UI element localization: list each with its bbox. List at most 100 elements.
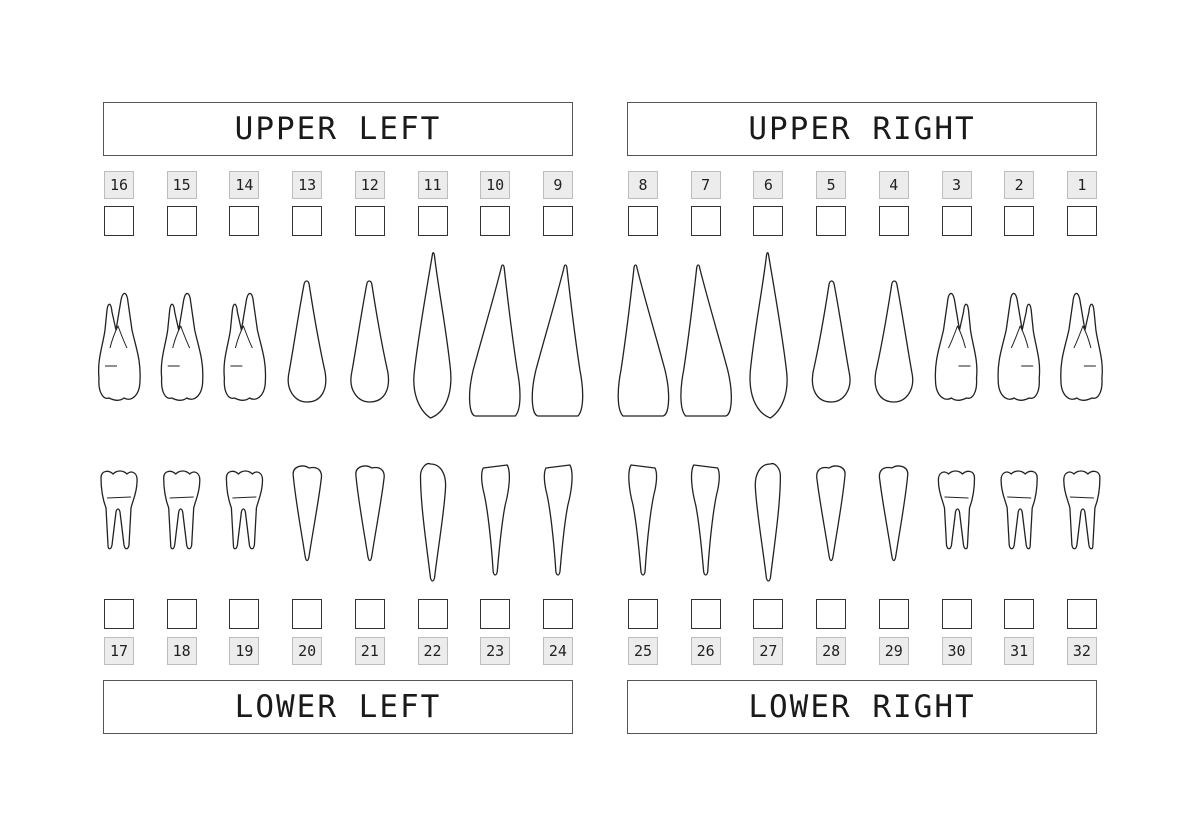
tooth-checkbox-5[interactable] (816, 206, 847, 236)
tooth-number-7: 7 (690, 171, 721, 199)
tooth-checkbox-2[interactable] (1004, 206, 1035, 236)
tooth-17-outline (100, 470, 138, 550)
tooth-24-outline (543, 464, 573, 576)
tooth-number-31: 31 (1004, 637, 1035, 665)
tooth-number-14: 14 (229, 171, 260, 199)
tooth-23-outline (481, 464, 511, 576)
tooth-checkbox-17[interactable] (104, 599, 134, 629)
tooth-number-30: 30 (941, 637, 972, 665)
tooth-number-27: 27 (753, 637, 784, 665)
tooth-5-outline (811, 280, 851, 403)
tooth-checkbox-30[interactable] (941, 599, 972, 629)
tooth-number-3: 3 (941, 171, 972, 199)
tooth-14-outline (223, 292, 267, 401)
tooth-number-18: 18 (166, 637, 197, 665)
tooth-number-25: 25 (628, 637, 658, 665)
tooth-checkbox-11[interactable] (417, 206, 448, 236)
tooth-number-24: 24 (542, 637, 573, 665)
tooth-number-6: 6 (753, 171, 784, 199)
tooth-number-15: 15 (166, 171, 197, 199)
tooth-19-outline (225, 470, 264, 550)
tooth-1-outline (1060, 292, 1103, 401)
quadrant-upper-right-header: UPPER RIGHT (627, 102, 1097, 156)
tooth-number-32: 32 (1066, 637, 1097, 665)
quadrant-lower-right-header: LOWER RIGHT (627, 680, 1097, 734)
tooth-checkbox-20[interactable] (292, 599, 323, 629)
tooth-32-outline (1063, 470, 1101, 550)
tooth-number-10: 10 (480, 171, 511, 199)
tooth-checkbox-3[interactable] (941, 206, 972, 236)
tooth-15-outline (160, 292, 204, 401)
tooth-20-outline (292, 465, 323, 562)
tooth-30-outline (937, 470, 976, 550)
tooth-number-29: 29 (878, 637, 909, 665)
tooth-number-23: 23 (480, 637, 511, 665)
tooth-3-outline (934, 292, 978, 401)
tooth-27-outline (754, 462, 782, 582)
tooth-number-16: 16 (104, 171, 134, 199)
tooth-16-outline (97, 292, 141, 401)
tooth-checkbox-1[interactable] (1066, 206, 1097, 236)
quadrant-lower-left-header: LOWER LEFT (103, 680, 573, 734)
tooth-checkbox-13[interactable] (292, 206, 323, 236)
tooth-checkbox-21[interactable] (354, 599, 385, 629)
tooth-checkbox-15[interactable] (166, 206, 197, 236)
tooth-21-outline (355, 465, 385, 562)
tooth-number-9: 9 (542, 171, 573, 199)
tooth-checkbox-12[interactable] (354, 206, 385, 236)
quadrant-upper-left-header: UPPER LEFT (103, 102, 573, 156)
tooth-number-11: 11 (417, 171, 448, 199)
tooth-6-outline (749, 252, 788, 419)
tooth-number-28: 28 (816, 637, 847, 665)
tooth-checkbox-28[interactable] (816, 599, 847, 629)
tooth-checkbox-4[interactable] (878, 206, 909, 236)
tooth-checkbox-23[interactable] (480, 599, 511, 629)
tooth-number-13: 13 (292, 171, 323, 199)
tooth-number-26: 26 (690, 637, 721, 665)
tooth-checkbox-29[interactable] (878, 599, 909, 629)
tooth-9-outline (531, 264, 584, 417)
tooth-checkbox-27[interactable] (753, 599, 784, 629)
tooth-11-outline (413, 252, 452, 419)
tooth-checkbox-24[interactable] (542, 599, 573, 629)
tooth-checkbox-22[interactable] (417, 599, 448, 629)
tooth-number-5: 5 (816, 171, 847, 199)
tooth-checkbox-18[interactable] (166, 599, 197, 629)
tooth-number-17: 17 (104, 637, 134, 665)
tooth-22-outline (419, 462, 447, 582)
tooth-checkbox-7[interactable] (690, 206, 721, 236)
tooth-checkbox-9[interactable] (542, 206, 573, 236)
tooth-26-outline (690, 464, 720, 576)
tooth-number-21: 21 (354, 637, 385, 665)
tooth-checkbox-19[interactable] (229, 599, 260, 629)
tooth-28-outline (816, 465, 846, 562)
tooth-number-1: 1 (1066, 171, 1097, 199)
tooth-number-8: 8 (628, 171, 658, 199)
tooth-number-22: 22 (417, 637, 448, 665)
tooth-checkbox-31[interactable] (1004, 599, 1035, 629)
tooth-29-outline (878, 465, 909, 562)
tooth-12-outline (350, 280, 390, 403)
tooth-8-outline (617, 264, 670, 417)
tooth-checkbox-32[interactable] (1066, 599, 1097, 629)
tooth-number-12: 12 (354, 171, 385, 199)
tooth-7-outline (680, 264, 732, 417)
tooth-number-4: 4 (878, 171, 909, 199)
tooth-checkbox-14[interactable] (229, 206, 260, 236)
tooth-10-outline (468, 264, 521, 417)
tooth-number-19: 19 (229, 637, 260, 665)
tooth-31-outline (1000, 470, 1038, 550)
tooth-checkbox-10[interactable] (480, 206, 511, 236)
tooth-checkbox-26[interactable] (690, 599, 721, 629)
tooth-checkbox-16[interactable] (104, 206, 134, 236)
tooth-2-outline (997, 292, 1041, 401)
tooth-number-20: 20 (292, 637, 323, 665)
tooth-checkbox-8[interactable] (628, 206, 658, 236)
tooth-25-outline (628, 464, 658, 576)
tooth-checkbox-25[interactable] (628, 599, 658, 629)
tooth-number-2: 2 (1004, 171, 1035, 199)
tooth-4-outline (874, 280, 914, 403)
tooth-checkbox-6[interactable] (753, 206, 784, 236)
